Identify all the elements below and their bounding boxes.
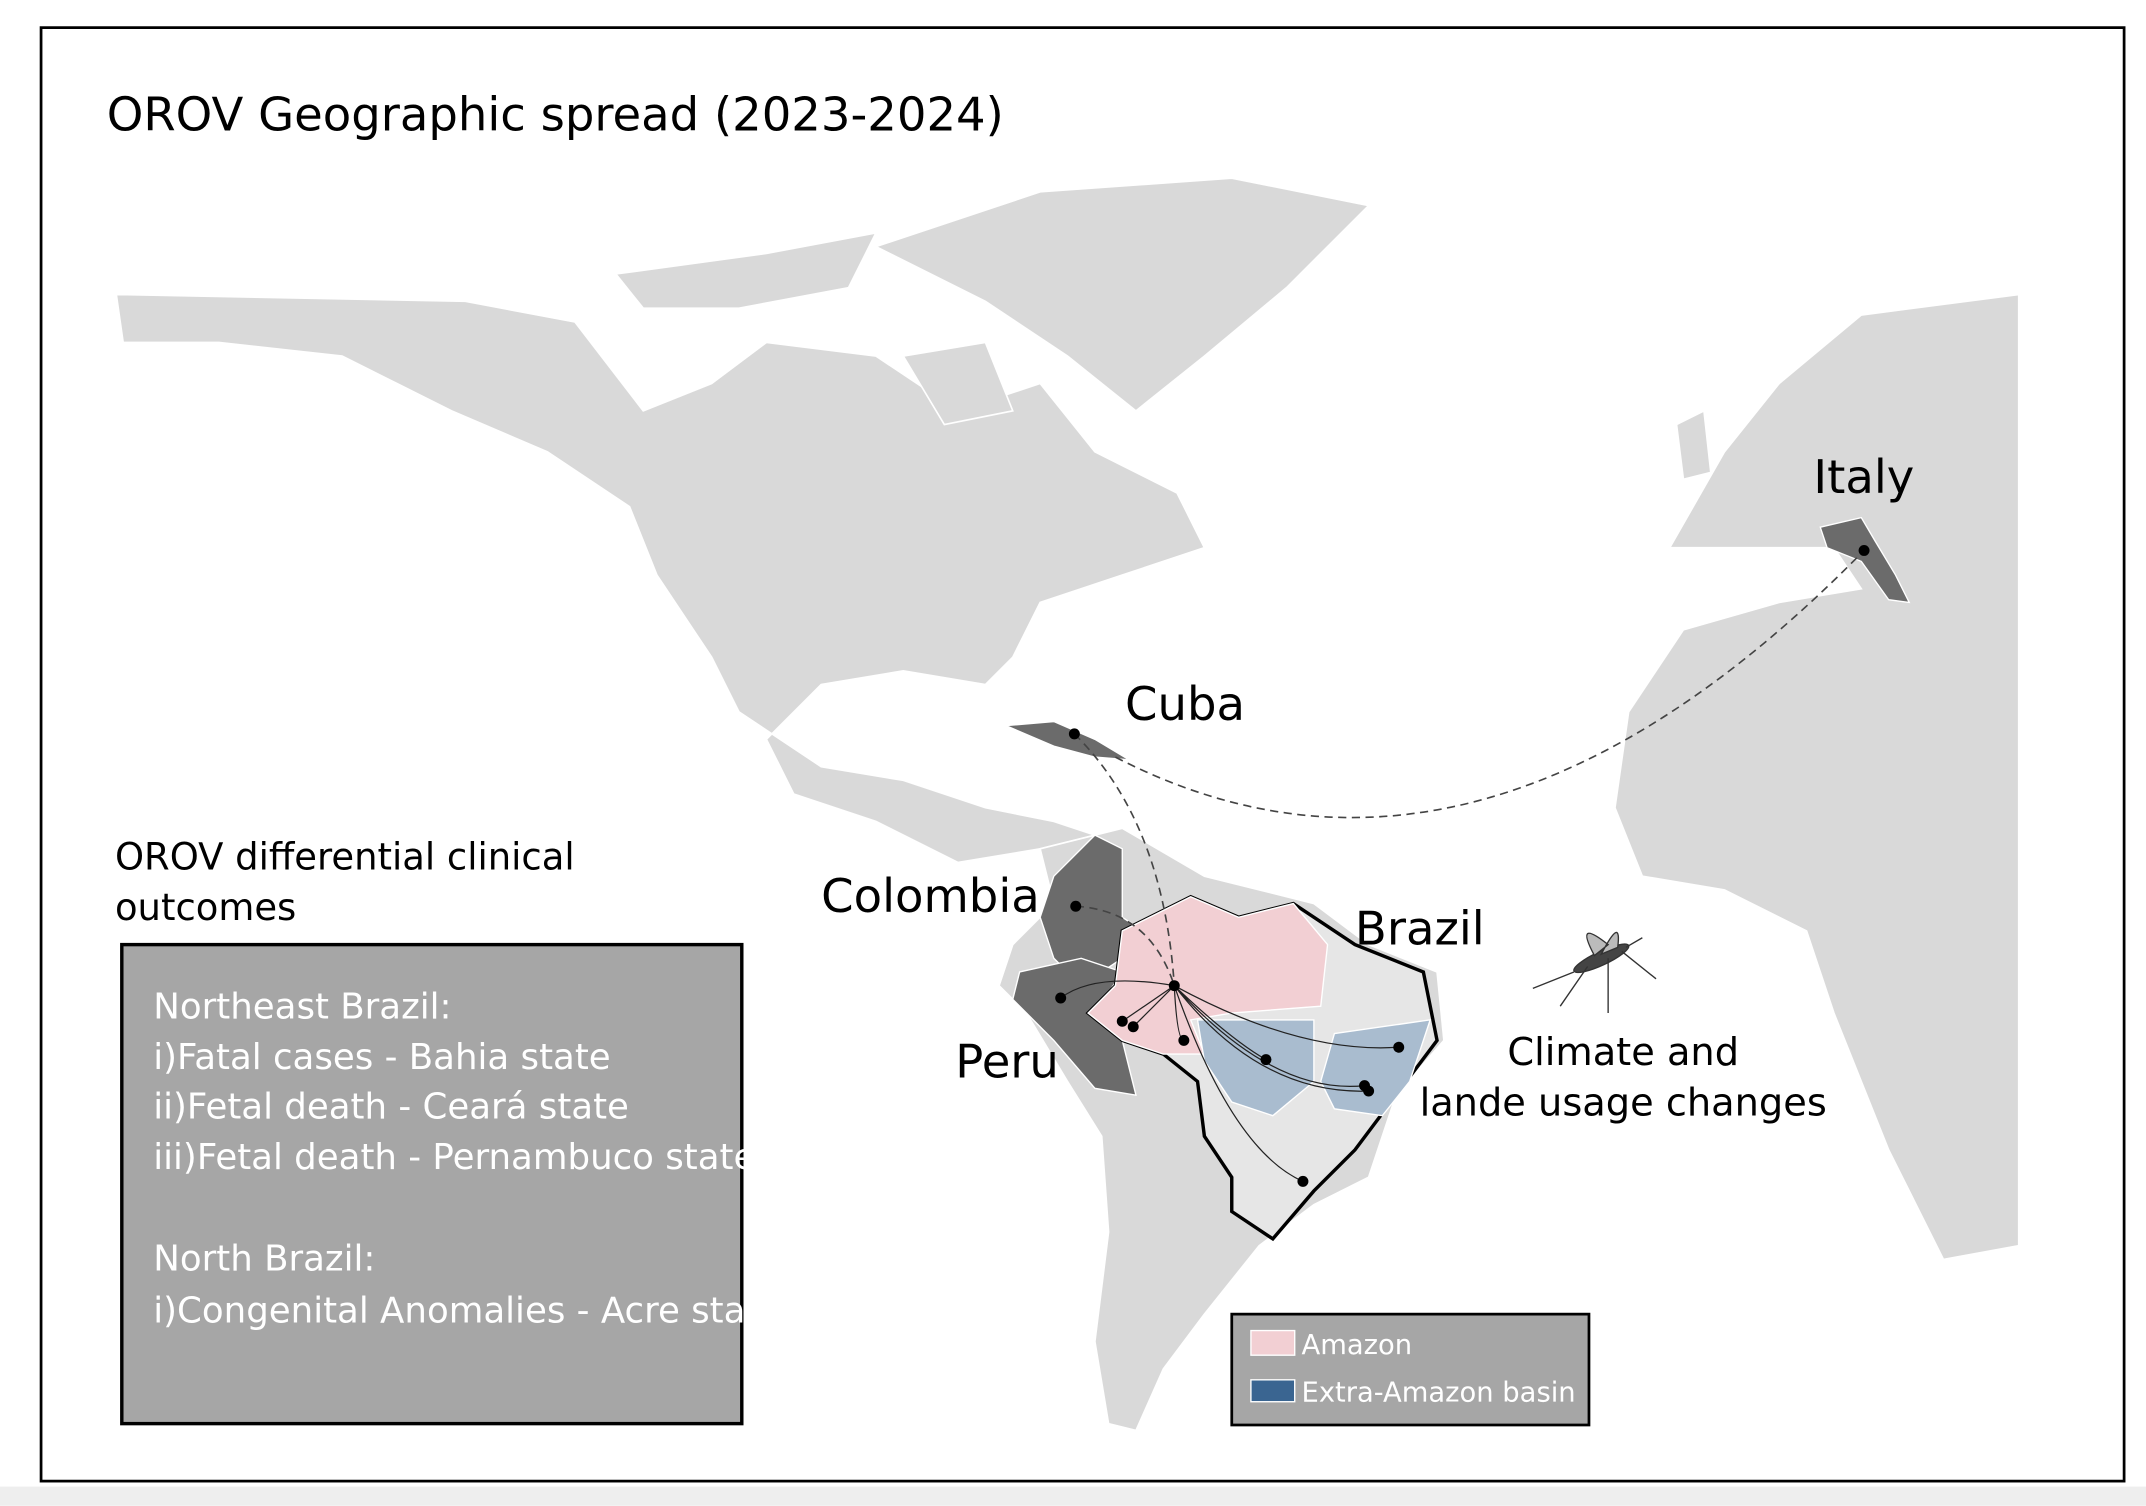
europe-africa [1614,293,2020,1261]
outcome-line: i)Congenital Anomalies - Acre state [153,1290,781,1331]
brazil-routes [1060,980,1399,1182]
outcomes-lines: Northeast Brazil: i)Fatal cases - Bahia … [153,987,781,1332]
map-title: OROV Geographic spread (2023-2024) [107,87,1004,141]
location [1070,900,1082,912]
cuba-italy-route [1115,549,1865,819]
legend-label: Amazon [1302,1330,1413,1361]
legend-swatch [1250,1329,1296,1356]
north-america [115,293,1206,864]
amazon-region [1087,895,1329,1055]
location [1393,1041,1405,1053]
outcomes-box [120,942,744,1426]
country-label: Brazil [1355,902,1485,956]
mosquito-icon [1532,931,1657,1014]
outcome-line: ii)Fetal death - Ceará state [153,1086,629,1127]
peru [1012,957,1137,1097]
location [1858,544,1870,556]
colombia-route [1075,905,1176,986]
outcome-line: iii)Fetal death - Pernambuco state [153,1137,755,1178]
country-label: Peru [955,1034,1059,1088]
climate-note: Climate and [1507,1030,1739,1075]
country-label: Colombia [821,869,1040,923]
location [1260,1054,1272,1066]
location [1363,1085,1375,1097]
greenland [873,177,1371,412]
routes [1055,544,1870,1187]
arctic-islands [614,231,1014,426]
locations [1055,544,1870,1187]
outcome-line: North Brazil: [153,1238,375,1279]
italy [1819,516,1911,604]
bottom-band [0,1486,2146,1506]
location [1116,1015,1128,1027]
cuba [1005,720,1130,761]
legend-label: Extra-Amazon basin [1302,1378,1576,1409]
location [1178,1034,1190,1046]
cuba-brazil-route [1073,733,1176,986]
location [1068,728,1080,740]
outcome-line: Northeast Brazil: [153,987,451,1028]
location [1127,1021,1139,1033]
british-isles [1675,409,1712,481]
location [1055,992,1067,1004]
outcome-line: i)Fatal cases - Bahia state [153,1037,610,1078]
legend-swatch [1250,1379,1296,1403]
location [1297,1175,1309,1187]
climate-note: lande usage changes [1420,1081,1827,1126]
country-label: Italy [1813,450,1914,504]
outcomes-heading: OROV differential clinical [115,835,575,878]
outcomes-heading: outcomes [115,886,296,929]
location [1168,980,1180,992]
country-label: Cuba [1125,677,1245,731]
